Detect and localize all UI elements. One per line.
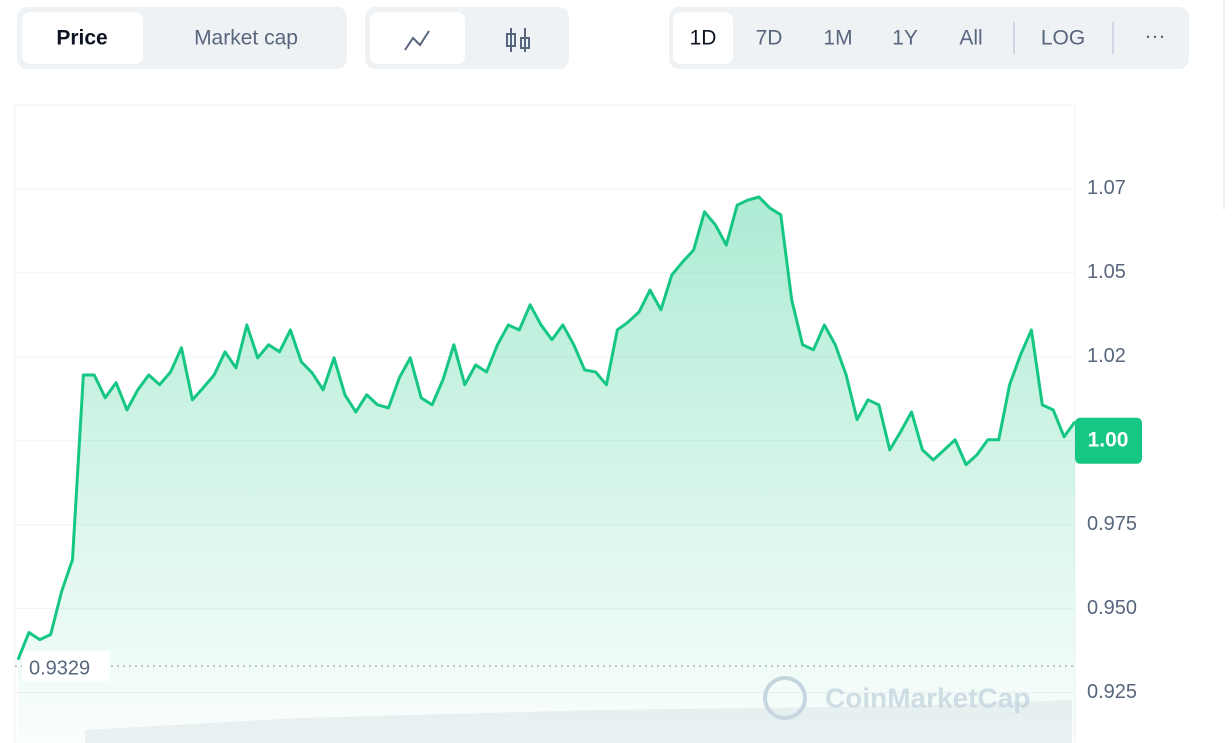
more-button[interactable]: ···	[1145, 25, 1166, 48]
y-tick-label: 0.950	[1087, 597, 1137, 619]
candle-icon[interactable]	[506, 28, 530, 52]
current-price-label: 1.00	[1088, 428, 1129, 451]
price-line	[16, 195, 1077, 661]
price-label: Price	[56, 27, 107, 50]
current-price-box	[1075, 417, 1142, 464]
area	[18, 197, 1075, 743]
reference-label: 0.9329	[29, 657, 90, 679]
range-tab[interactable]: 1Y	[892, 27, 918, 50]
reference-label-bg	[22, 651, 110, 682]
line-chart-button[interactable]	[370, 12, 465, 64]
market-cap-tab[interactable]: Market cap	[194, 27, 298, 50]
range-tab[interactable]: 1M	[823, 27, 852, 50]
range-tab[interactable]: 1D	[690, 27, 717, 50]
range-switch	[669, 7, 1189, 69]
y-tick-label: 1.02	[1087, 345, 1126, 367]
range-tab[interactable]: All	[959, 27, 982, 50]
line-icon	[404, 30, 430, 51]
range-1d-button[interactable]	[673, 12, 733, 64]
log-toggle[interactable]: LOG	[1041, 27, 1085, 50]
y-tick-label: 1.07	[1087, 177, 1126, 199]
price-tab[interactable]	[22, 12, 143, 64]
range-tab[interactable]: 7D	[756, 27, 783, 50]
plot: 0.9250.9500.9751.001.021.051.07CoinMarke…	[15, 177, 1142, 743]
y-tick-label: 1.05	[1087, 261, 1126, 283]
y-tick-label: 0.925	[1087, 681, 1137, 703]
y-tick-label: 0.975	[1087, 513, 1137, 535]
